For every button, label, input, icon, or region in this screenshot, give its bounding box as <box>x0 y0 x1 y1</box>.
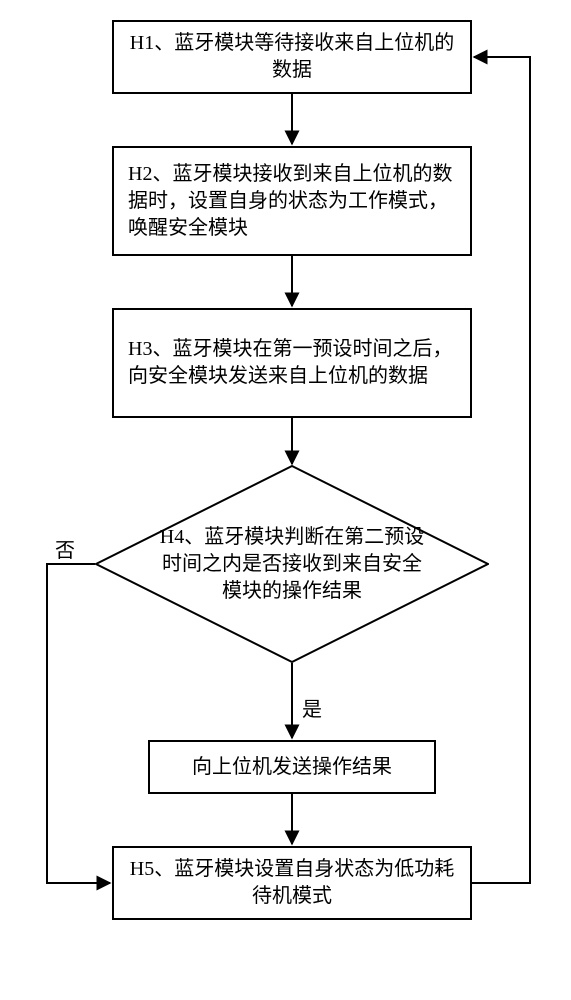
node-h5-text: H5、蓝牙模块设置自身状态为低功耗待机模式 <box>128 856 456 910</box>
node-h5: H5、蓝牙模块设置自身状态为低功耗待机模式 <box>112 846 472 920</box>
node-h4: H4、蓝牙模块判断在第二预设时间之内是否接收到来自安全模块的操作结果 <box>95 465 489 663</box>
node-h1-text: H1、蓝牙模块等待接收来自上位机的数据 <box>128 30 456 84</box>
node-h3: H3、蓝牙模块在第一预设时间之后，向安全模块发送来自上位机的数据 <box>112 308 472 418</box>
node-h5-sendresult: 向上位机发送操作结果 <box>148 740 436 794</box>
label-no: 否 <box>55 534 75 563</box>
node-h3-text: H3、蓝牙模块在第一预设时间之后，向安全模块发送来自上位机的数据 <box>128 336 456 390</box>
node-h5-sendresult-text: 向上位机发送操作结果 <box>192 754 392 781</box>
label-yes: 是 <box>302 693 322 722</box>
node-h2: H2、蓝牙模块接收到来自上位机的数据时，设置自身的状态为工作模式，唤醒安全模块 <box>112 146 472 256</box>
node-h2-text: H2、蓝牙模块接收到来自上位机的数据时，设置自身的状态为工作模式，唤醒安全模块 <box>128 161 456 242</box>
node-h1: H1、蓝牙模块等待接收来自上位机的数据 <box>112 20 472 94</box>
node-h4-text: H4、蓝牙模块判断在第二预设时间之内是否接收到来自安全模块的操作结果 <box>155 524 429 605</box>
